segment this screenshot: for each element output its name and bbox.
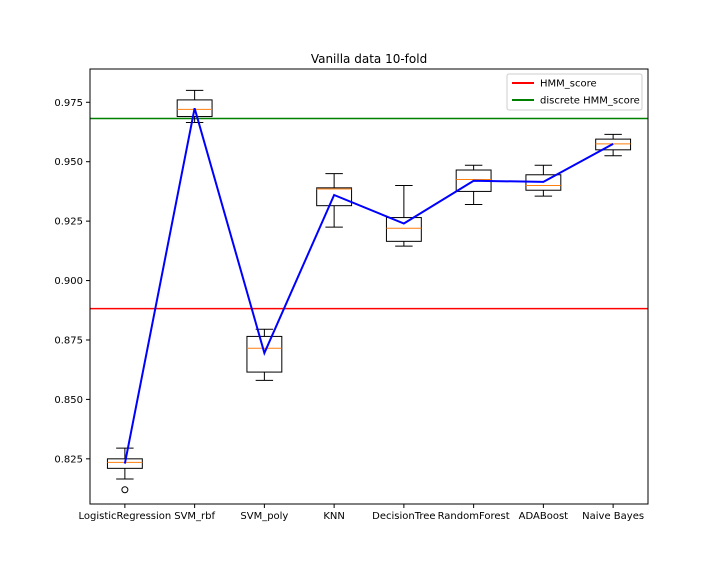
plot-area — [90, 89, 648, 494]
flier-point — [121, 486, 129, 494]
box-logisticregression — [106, 447, 143, 494]
legend-label: discrete HMM_score — [540, 96, 640, 107]
legend: HMM_score discrete HMM_score — [506, 73, 643, 111]
box-body — [316, 187, 353, 207]
score-line — [123, 107, 614, 464]
box-naive-bayes — [595, 133, 632, 157]
x-tick-label: RandomForest — [438, 511, 510, 522]
y-tick-label: 0.925 — [54, 217, 83, 228]
x-tick-label: KNN — [323, 511, 345, 522]
y-tick-label: 0.875 — [54, 335, 83, 346]
box-body — [595, 138, 632, 151]
x-tick-label: SVM_rbf — [174, 511, 215, 522]
x-tick-label: LogisticRegression — [79, 511, 172, 522]
y-tick-label: 0.825 — [54, 454, 83, 465]
box-decisiontree — [385, 184, 422, 247]
y-tick-label: 0.950 — [54, 157, 83, 168]
x-tick-label: DecisionTree — [372, 511, 435, 522]
box-body — [385, 217, 422, 242]
x-tick-label: Naive Bayes — [582, 511, 644, 522]
legend-label: HMM_score — [540, 79, 597, 90]
box-body — [176, 99, 213, 118]
box-adaboost — [525, 164, 562, 197]
box-body — [246, 335, 283, 373]
plot-frame — [89, 68, 649, 505]
legend-box — [506, 73, 643, 111]
box-svm-poly — [246, 328, 283, 381]
y-tick-label: 0.975 — [54, 98, 83, 109]
y-tick-label: 0.900 — [54, 276, 83, 287]
box-knn — [316, 173, 353, 228]
chart-title: Vanilla data 10-fold — [311, 52, 427, 66]
x-tick-label: ADABoost — [519, 511, 569, 522]
box-randomforest — [455, 164, 492, 205]
chart-title-text: Vanilla data 10-fold — [311, 52, 427, 66]
y-tick-label: 0.850 — [54, 395, 83, 406]
x-tick-label: SVM_poly — [240, 511, 288, 522]
axes: 0.825 0.850 0.875 0.900 0.925 0.950 0.975 Logis… — [54, 68, 649, 522]
box-svm-rbf — [176, 89, 213, 123]
